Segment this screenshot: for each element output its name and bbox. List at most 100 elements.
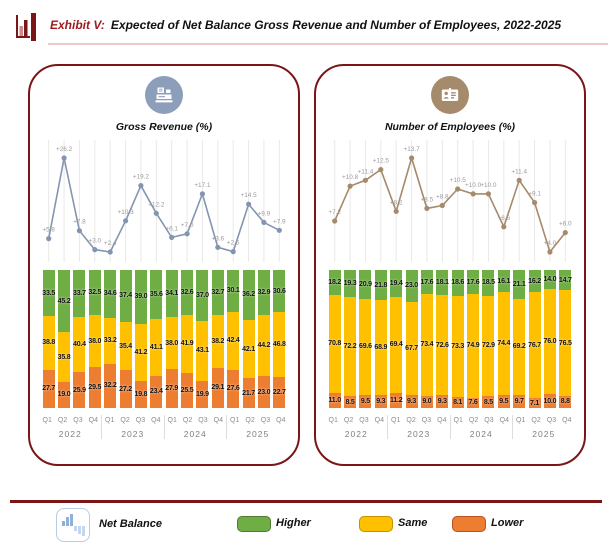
bar-segment-same: 69.4 bbox=[390, 296, 403, 393]
quarter-label: Q4 bbox=[562, 417, 572, 424]
bar-segment-lower: 9.3 bbox=[374, 395, 387, 408]
bar-segment-same: 68.9 bbox=[374, 300, 388, 396]
bar-segment-higher: 18.6 bbox=[451, 270, 465, 296]
bar-value-label: 42.4 bbox=[226, 337, 240, 345]
bar-segment-same: 41.1 bbox=[150, 319, 163, 376]
bar-segment-higher: 20.9 bbox=[359, 270, 372, 299]
bar-value-label: 76.5 bbox=[558, 339, 572, 347]
bar-segment-lower: 27.7 bbox=[42, 369, 55, 408]
bar-segment-lower: 21.7 bbox=[242, 378, 255, 408]
bar-column: 33.7 40.4 25.9 bbox=[72, 270, 87, 408]
bar-segment-same: 42.4 bbox=[226, 311, 240, 370]
bar-column: 14.7 76.5 8.8 bbox=[558, 270, 573, 408]
bar-segment-higher: 14.0 bbox=[544, 270, 557, 290]
bar-value-label: 37.0 bbox=[196, 292, 209, 300]
legend-label-higher: Higher bbox=[276, 517, 311, 529]
bar-segment-higher: 19.4 bbox=[390, 270, 403, 297]
quarter-label: Q1 bbox=[42, 417, 52, 424]
gross-revenue-circle bbox=[145, 76, 183, 114]
bar-segment-lower: 7.6 bbox=[467, 397, 480, 408]
bar-segment-higher: 18.1 bbox=[436, 270, 449, 295]
bar-column: 34.6 33.2 32.2 bbox=[103, 270, 118, 408]
bar-segment-same: 69.6 bbox=[359, 298, 372, 395]
axis-year-group: Q1 Q2 Q3 Q4 2022 bbox=[40, 415, 102, 439]
bar-segment-lower: 23.0 bbox=[258, 376, 271, 408]
bar-value-label: 8.5 bbox=[345, 398, 355, 406]
legend-swatch-higher bbox=[237, 516, 271, 532]
net-balance-line-chart-employees: +7.2+10.8+11.4+12.5+8.2+13.7+8.5 +8.8+10.… bbox=[328, 140, 572, 262]
svg-text:+9.9: +9.9 bbox=[258, 210, 271, 217]
bar-segment-higher: 45.2 bbox=[58, 270, 71, 333]
bar-segment-higher: 17.6 bbox=[467, 270, 480, 295]
bar-value-label: 68.9 bbox=[374, 344, 388, 352]
bar-segment-same: 76.5 bbox=[558, 290, 572, 396]
bar-segment-lower: 8.8 bbox=[559, 395, 572, 408]
bar-segment-lower: 19.0 bbox=[58, 381, 71, 408]
bar-segment-lower: 11.0 bbox=[328, 392, 341, 408]
svg-text:+3.0: +3.0 bbox=[88, 238, 101, 245]
svg-text:+4.0: +4.0 bbox=[544, 240, 557, 247]
bar-value-label: 7.6 bbox=[468, 399, 478, 407]
bar-segment-lower: 11.2 bbox=[390, 392, 403, 408]
bar-value-label: 19.3 bbox=[343, 279, 357, 287]
bar-segment-same: 42.1 bbox=[242, 319, 255, 379]
quarter-label: Q4 bbox=[437, 417, 447, 424]
svg-text:+11.4: +11.4 bbox=[511, 168, 527, 175]
title-underline bbox=[48, 43, 608, 45]
employees-title: Number of Employees (%) bbox=[384, 121, 516, 133]
bar-segment-lower: 8.5 bbox=[344, 396, 357, 408]
bar-segment-same: 76.0 bbox=[544, 289, 557, 395]
svg-text:+7.8: +7.8 bbox=[73, 219, 86, 226]
quarter-label: Q2 bbox=[406, 417, 416, 424]
bar-segment-lower: 10.0 bbox=[544, 394, 557, 408]
bar-segment-lower: 19.8 bbox=[135, 380, 148, 408]
svg-text:+7.0: +7.0 bbox=[181, 222, 194, 229]
bar-segment-same: 72.6 bbox=[436, 294, 449, 396]
year-label: 2023 bbox=[121, 429, 145, 439]
bar-column: 19.3 72.2 8.5 bbox=[342, 270, 357, 408]
bar-segment-lower: 9.0 bbox=[420, 395, 433, 408]
bar-value-label: 18.6 bbox=[451, 279, 465, 287]
bar-segment-higher: 14.7 bbox=[558, 270, 572, 291]
bar-column: 18.5 72.9 8.5 bbox=[481, 270, 496, 408]
bar-value-label: 32.9 bbox=[257, 289, 271, 297]
quarter-label: Q4 bbox=[88, 417, 98, 424]
bar-value-label: 14.7 bbox=[558, 276, 572, 284]
legend-label-lower: Lower bbox=[491, 517, 524, 529]
svg-text:+3.6: +3.6 bbox=[211, 235, 224, 242]
bar-value-label: 76.7 bbox=[528, 341, 541, 349]
bar-value-label: 27.6 bbox=[226, 385, 240, 393]
bar-value-label: 69.2 bbox=[512, 343, 526, 351]
bar-value-label: 67.7 bbox=[405, 344, 418, 352]
bar-value-label: 73.3 bbox=[451, 342, 465, 350]
bar-value-label: 18.5 bbox=[482, 279, 495, 287]
svg-text:+8.8: +8.8 bbox=[436, 194, 449, 201]
x-axis-gross-revenue: Q1 Q2 Q3 Q4 2022 Q1 Q2 Q3 Q4 2023 Q1 Q2 Q3 Q4 2024 Q1 Q2… bbox=[40, 415, 289, 439]
exhibit-label: Exhibit V: bbox=[50, 18, 105, 32]
bar-value-label: 9.3 bbox=[376, 398, 386, 406]
bar-value-label: 27.9 bbox=[165, 385, 179, 393]
bar-segment-lower: 29.5 bbox=[88, 367, 101, 408]
legend-divider bbox=[10, 500, 602, 503]
bar-value-label: 32.2 bbox=[103, 382, 117, 390]
bar-value-label: 35.8 bbox=[57, 353, 71, 361]
legend-swatch-same bbox=[359, 516, 393, 532]
bar-segment-lower: 25.5 bbox=[181, 372, 194, 408]
bar-segment-same: 72.2 bbox=[343, 296, 357, 397]
bar-value-label: 72.2 bbox=[343, 342, 357, 350]
bar-value-label: 32.5 bbox=[88, 288, 102, 296]
bar-value-label: 34.6 bbox=[103, 290, 117, 298]
bar-segment-lower: 9.5 bbox=[497, 394, 510, 408]
x-axis-employees: Q1 Q2 Q3 Q4 2022 Q1 Q2 Q3 Q4 2023 Q1 Q2 Q3 Q4 2024 Q1 Q2… bbox=[326, 415, 575, 439]
bar-segment-lower: 9.3 bbox=[405, 395, 418, 408]
panel-number-of-employees: Number of Employees (%) +7.2 +10.8 +11.4 +1… bbox=[314, 64, 586, 466]
quarter-label: Q1 bbox=[453, 417, 463, 424]
year-label: 2022 bbox=[344, 429, 368, 439]
bar-segment-same: 33.2 bbox=[104, 317, 117, 364]
legend-swatch-lower bbox=[452, 516, 486, 532]
bar-segment-same: 40.4 bbox=[73, 316, 86, 373]
quarter-label: Q2 bbox=[245, 417, 255, 424]
bar-column: 18.1 72.6 9.3 bbox=[435, 270, 450, 408]
bar-value-label: 8.1 bbox=[453, 398, 463, 406]
bar-value-label: 41.9 bbox=[180, 340, 194, 348]
